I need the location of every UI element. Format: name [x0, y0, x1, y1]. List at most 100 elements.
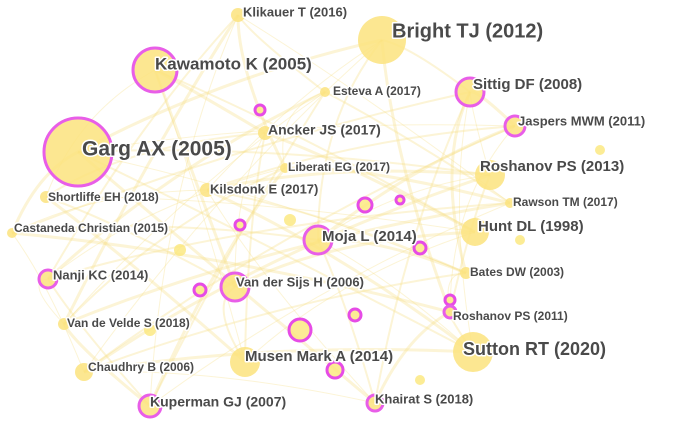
edge — [47, 202, 511, 280]
edge — [154, 69, 476, 233]
small-node — [412, 240, 428, 256]
edge — [206, 188, 474, 354]
edge — [206, 125, 516, 191]
edge — [83, 370, 376, 404]
edge — [46, 90, 326, 281]
small-node — [325, 360, 345, 380]
small-node — [347, 307, 363, 323]
node — [280, 163, 290, 173]
small-node — [595, 145, 605, 155]
edge — [47, 278, 151, 407]
edge — [317, 39, 383, 241]
node — [358, 16, 406, 64]
edge — [449, 125, 516, 313]
node-label: Van der Sijs H (2006) — [236, 274, 364, 289]
node-label: Kawamoto K (2005) — [155, 54, 312, 73]
edge — [45, 195, 246, 364]
node-label: Bates DW (2003) — [470, 265, 564, 279]
node — [258, 126, 272, 140]
node — [302, 224, 334, 256]
node — [7, 228, 17, 238]
node-label: Chaudhry B (2006) — [88, 360, 194, 374]
edge — [284, 166, 511, 205]
edge — [63, 167, 286, 325]
node-label: Klikauer T (2016) — [243, 4, 347, 19]
edge — [62, 14, 240, 325]
node-label: Roshanov PS (2013) — [480, 158, 624, 175]
edge — [148, 167, 287, 407]
node — [454, 76, 486, 108]
node — [442, 304, 458, 320]
edge — [63, 201, 511, 326]
node-label: Rawson TM (2017) — [513, 195, 618, 209]
edge — [11, 189, 208, 234]
node-label: Ancker JS (2017) — [268, 122, 381, 138]
small-node — [144, 324, 156, 336]
edge — [154, 69, 246, 363]
small-node — [394, 194, 406, 206]
node-label: Sittig DF (2008) — [473, 76, 582, 93]
edge — [234, 230, 476, 289]
small-node — [443, 293, 457, 307]
node-label: Liberati EG (2017) — [288, 160, 390, 174]
edge — [83, 39, 383, 373]
edge — [317, 124, 516, 242]
edge — [234, 132, 266, 288]
node-label: Kilsdonk E (2017) — [210, 181, 318, 196]
edge — [236, 14, 287, 169]
edge — [153, 69, 237, 288]
edge — [83, 125, 516, 373]
node-label: Nanji KC (2014) — [53, 267, 148, 282]
node-label: Esteva A (2017) — [333, 84, 421, 98]
edge — [149, 202, 511, 407]
node — [230, 347, 260, 377]
edge — [206, 169, 491, 192]
node-circles — [7, 8, 605, 419]
node-label: Van de Velde S (2018) — [67, 316, 190, 330]
edge — [45, 196, 476, 233]
node-label: Khairat S (2018) — [375, 391, 473, 406]
node — [453, 332, 493, 372]
edge — [206, 39, 383, 191]
small-node — [233, 218, 247, 232]
node — [58, 318, 70, 330]
node — [131, 46, 179, 94]
edge — [450, 91, 472, 274]
node — [37, 268, 59, 290]
edge — [83, 272, 467, 373]
edge — [77, 38, 383, 154]
edge — [77, 149, 491, 176]
edge — [244, 132, 266, 363]
small-node — [356, 196, 374, 214]
labels: Klikauer T (2016) Bright TJ (2012) Kawamot… — [13, 3, 647, 411]
node-label: Shortliffe EH (2018) — [48, 190, 159, 204]
edge — [282, 91, 326, 169]
small-node — [515, 235, 525, 245]
edge — [77, 124, 516, 153]
small-node — [415, 375, 425, 385]
small-node — [287, 317, 313, 343]
node — [461, 218, 489, 246]
node — [503, 114, 527, 138]
edge — [63, 91, 326, 325]
edge — [11, 232, 85, 373]
edge — [11, 91, 471, 234]
edge — [149, 91, 326, 407]
node-label: Moja L (2014) — [322, 228, 417, 245]
small-node — [174, 244, 186, 256]
node — [231, 8, 245, 22]
edge — [264, 131, 476, 234]
edge — [374, 91, 471, 404]
edge — [11, 231, 451, 314]
edge — [47, 14, 239, 280]
node — [365, 393, 385, 413]
edges — [10, 14, 517, 408]
edge — [206, 189, 467, 274]
edge — [77, 151, 474, 353]
node-label: Kuperman GJ (2007) — [150, 394, 286, 410]
node — [219, 271, 251, 303]
edge — [458, 91, 474, 353]
node-label: Roshanov PS (2011) — [453, 309, 568, 323]
edge — [83, 348, 474, 374]
